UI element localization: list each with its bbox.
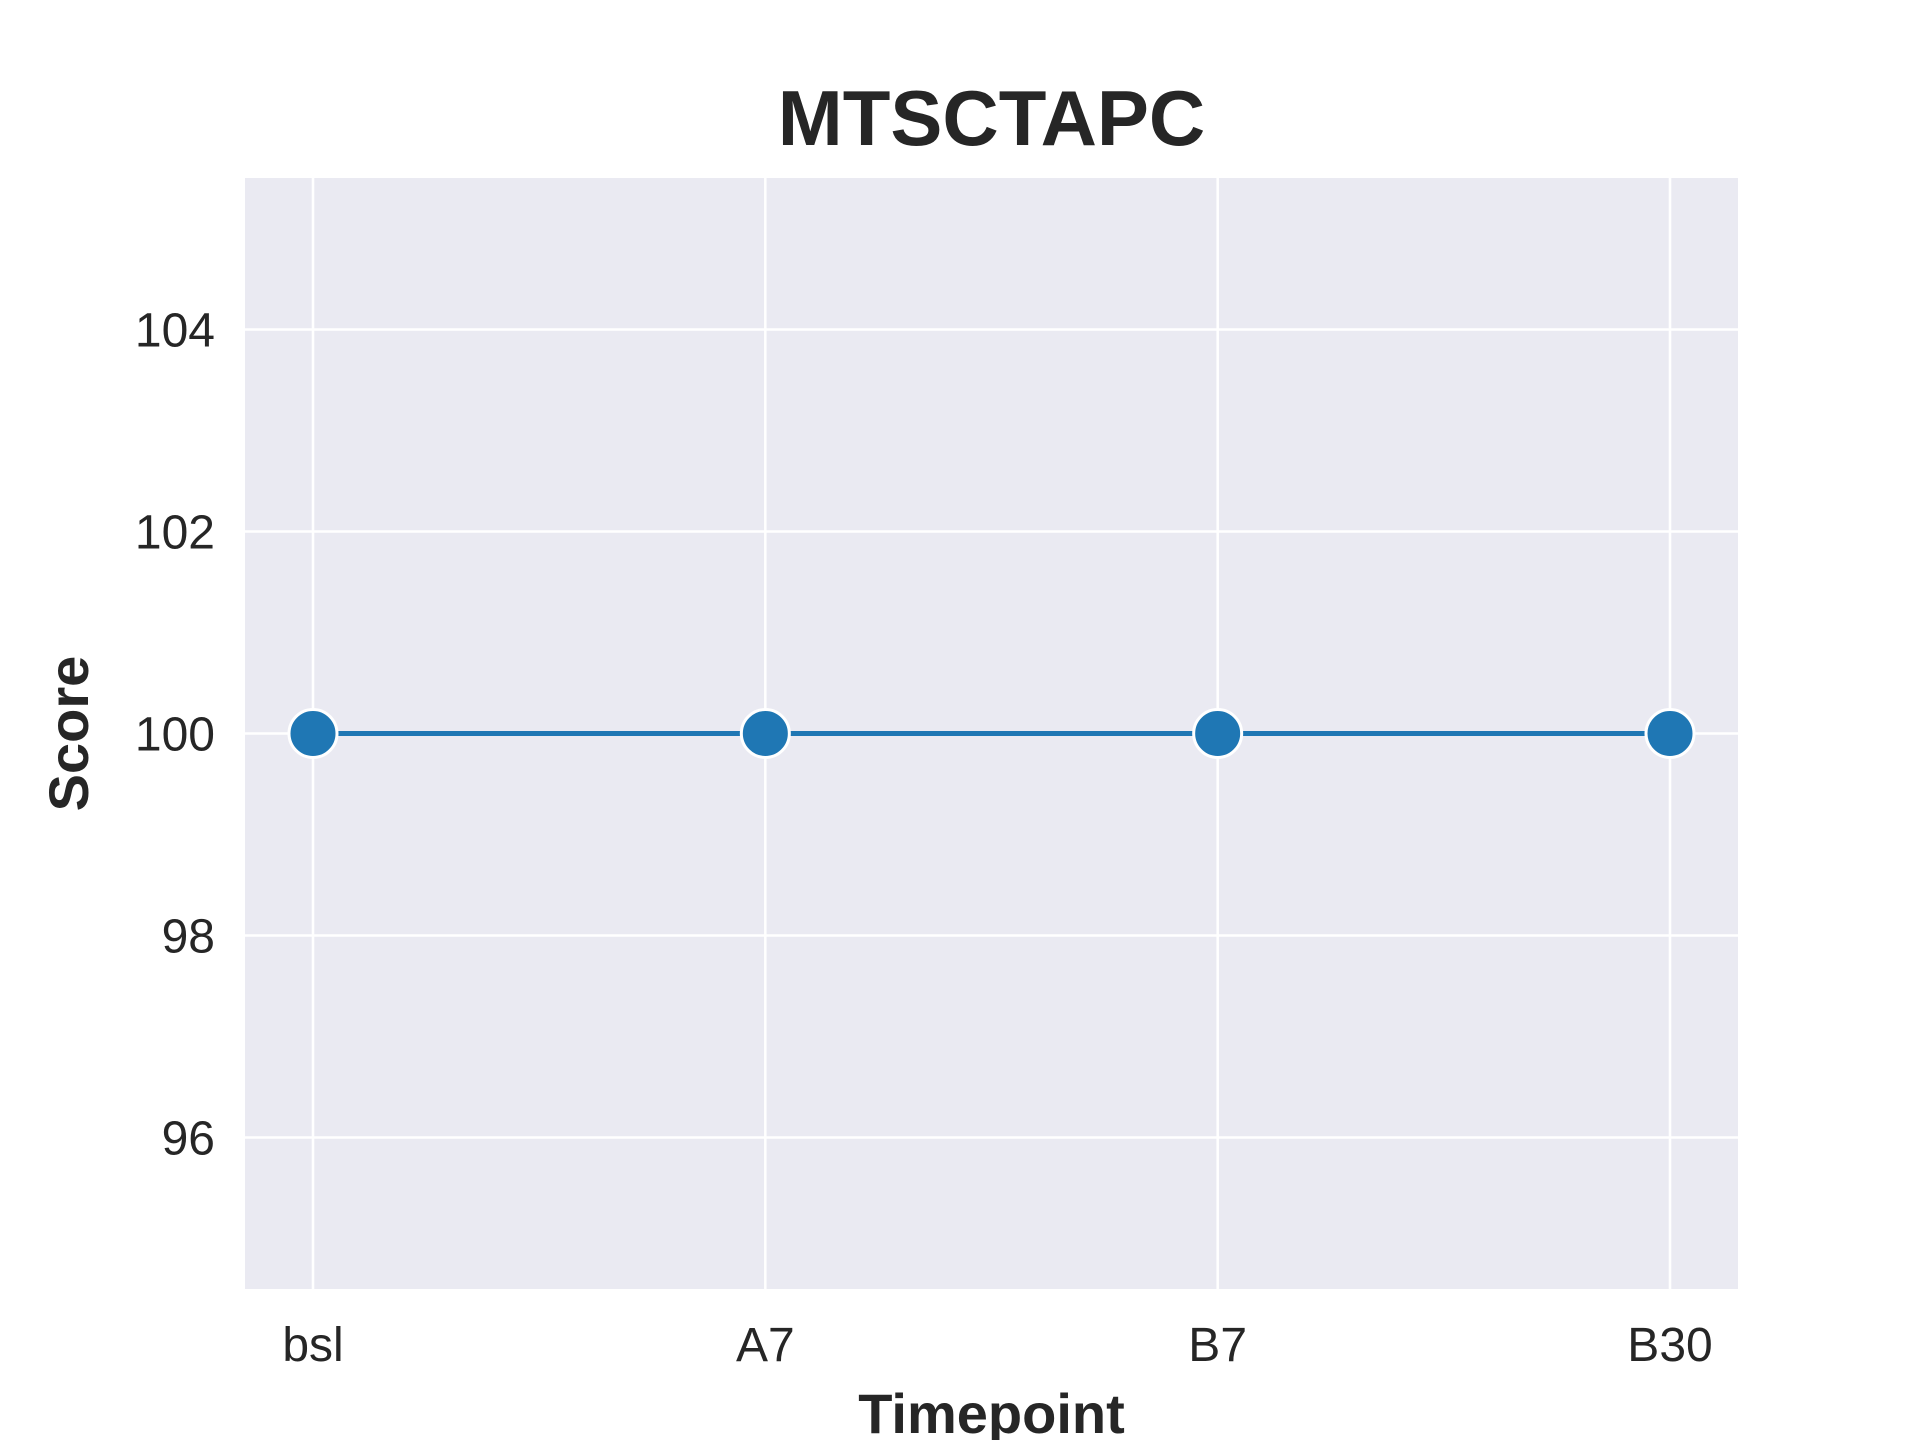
x-tick-label: B7 — [1188, 1319, 1247, 1372]
data-point — [1644, 708, 1696, 759]
y-axis-label: Score — [37, 656, 100, 812]
x-axis-label: Timepoint — [858, 1382, 1125, 1440]
y-tick-label: 98 — [162, 911, 215, 964]
y-tick-label: 96 — [162, 1113, 215, 1166]
series-layer — [287, 708, 1696, 759]
chart-title: MTSCTAPC — [778, 74, 1206, 162]
x-tick-label: bsl — [282, 1319, 343, 1372]
y-tick-label: 102 — [135, 507, 215, 560]
x-tick-label: B30 — [1627, 1319, 1712, 1372]
x-tick-labels: bsl A7 B7 B30 — [282, 1319, 1712, 1372]
data-point — [739, 708, 791, 759]
y-tick-label: 100 — [135, 709, 215, 762]
data-point — [1192, 708, 1244, 759]
x-tick-label: A7 — [736, 1319, 795, 1372]
data-point — [287, 708, 339, 759]
y-tick-label: 104 — [135, 305, 215, 358]
y-tick-labels: 96 98 100 102 104 — [135, 305, 215, 1166]
